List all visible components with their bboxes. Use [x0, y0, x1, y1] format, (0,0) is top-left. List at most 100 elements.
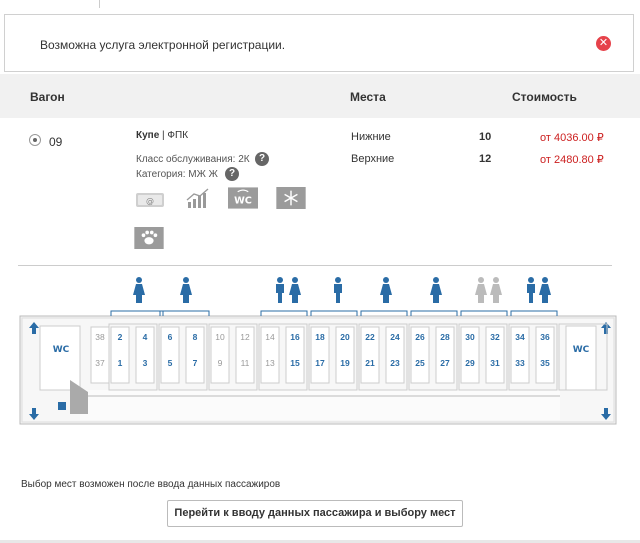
seat-box: [385, 326, 405, 384]
exit-arrows: [29, 322, 611, 420]
e-ticket-icon: @: [136, 193, 164, 207]
wagon-type: Купе | ФПК: [136, 130, 188, 141]
seat-36[interactable]: 36: [540, 332, 550, 342]
header-seats: Места: [350, 90, 386, 104]
seat-box: [160, 326, 180, 384]
seat-box: [410, 326, 430, 384]
seat-13: 13: [265, 358, 275, 368]
snowflake-icon: [276, 187, 306, 209]
divider: [18, 265, 612, 266]
notice-text: Возможна услуга электронной регистрации.: [40, 38, 286, 52]
seat-28[interactable]: 28: [440, 332, 450, 342]
wc-left-label: WC: [53, 345, 70, 355]
female-icon: [490, 277, 502, 303]
compartment-frame: [308, 323, 358, 391]
seat-16[interactable]: 16: [290, 332, 300, 342]
header-wagon: Вагон: [30, 90, 65, 104]
female-icon: [430, 277, 442, 303]
seat-12: 12: [240, 332, 250, 342]
top-strip: [0, 0, 100, 8]
seat-10: 10: [215, 332, 225, 342]
places-lower-price: от 4036.00 ₽: [540, 132, 604, 144]
compartment-bracket: [510, 310, 558, 316]
seat-30[interactable]: 30: [465, 332, 475, 342]
seat-box: [360, 326, 380, 384]
compartment-frame: [158, 323, 208, 391]
compartment-frame: [408, 323, 458, 391]
seat-2[interactable]: 2: [118, 332, 123, 342]
seat-17[interactable]: 17: [315, 358, 325, 368]
seat-33[interactable]: 33: [515, 358, 525, 368]
seat-8[interactable]: 8: [193, 332, 198, 342]
places-lower-label: Нижние: [351, 131, 391, 143]
seat-1[interactable]: 1: [118, 358, 123, 368]
seat-box: [285, 326, 305, 384]
seat-37: 37: [95, 358, 105, 368]
compartment-frame: [358, 323, 408, 391]
seat-14: 14: [265, 332, 275, 342]
wagon-category: Категория: МЖ Ж: [136, 169, 218, 180]
category-help-icon[interactable]: ?: [225, 167, 239, 181]
compartment-bracket: [110, 310, 164, 316]
seat-32[interactable]: 32: [490, 332, 500, 342]
notice-box: Возможна услуга электронной регистрации.…: [4, 14, 634, 72]
seat-34[interactable]: 34: [515, 332, 525, 342]
male-icon: [276, 277, 284, 303]
female-icon: [289, 277, 301, 303]
bottom-strip: [0, 540, 640, 543]
wagon-radio[interactable]: [29, 134, 41, 146]
places-lower-count: 10: [479, 131, 492, 143]
seat-3[interactable]: 3: [143, 358, 148, 368]
male-icon: [527, 277, 535, 303]
seat-23[interactable]: 23: [390, 358, 400, 368]
seat-4[interactable]: 4: [143, 332, 148, 342]
wagon-scheme: WC WC 3837214365871091211141316151817201…: [19, 277, 617, 425]
seat-box: [235, 326, 255, 384]
wagon-type-carrier: | ФПК: [159, 130, 189, 141]
pet-icon: [134, 227, 164, 249]
close-icon[interactable]: ✕: [596, 36, 611, 51]
seat-20[interactable]: 20: [340, 332, 350, 342]
seat-31[interactable]: 31: [490, 358, 500, 368]
compartment-frame: [258, 323, 308, 391]
seat-19[interactable]: 19: [340, 358, 350, 368]
seat-24[interactable]: 24: [390, 332, 400, 342]
seat-29[interactable]: 29: [465, 358, 475, 368]
go-to-passenger-data-button[interactable]: Перейти к вводу данных пассажира и выбор…: [167, 500, 463, 527]
compartment-bracket: [460, 310, 508, 316]
compartment-frame: [558, 323, 608, 391]
female-icon: [133, 277, 145, 303]
seat-18[interactable]: 18: [315, 332, 325, 342]
seat-box: [185, 326, 205, 384]
seat-35[interactable]: 35: [540, 358, 550, 368]
female-icon: [380, 277, 392, 303]
seat-5[interactable]: 5: [168, 358, 173, 368]
seat-7[interactable]: 7: [193, 358, 198, 368]
seat-25[interactable]: 25: [415, 358, 425, 368]
wagon-type-main: Купе: [136, 130, 160, 141]
seat-box: [510, 326, 530, 384]
seat-box: [435, 326, 455, 384]
footer-note: Выбор мест возможен после ввода данных п…: [21, 479, 281, 490]
female-icon: [539, 277, 551, 303]
wagon-number: 09: [49, 135, 63, 149]
compartment-bracket: [159, 310, 210, 316]
female-icon: [475, 277, 487, 303]
seat-26[interactable]: 26: [415, 332, 425, 342]
seat-box: [135, 326, 155, 384]
seat-21[interactable]: 21: [365, 358, 375, 368]
seat-box: [210, 326, 230, 384]
compartment-bracket: [410, 310, 458, 316]
svg-text:@: @: [146, 197, 154, 206]
seat-box: [485, 326, 505, 384]
seat-22[interactable]: 22: [365, 332, 375, 342]
seat-box: [310, 326, 330, 384]
wc-icon: WC: [228, 187, 258, 209]
seat-box: [460, 326, 480, 384]
seat-27[interactable]: 27: [440, 358, 450, 368]
seat-15[interactable]: 15: [290, 358, 300, 368]
seat-6[interactable]: 6: [168, 332, 173, 342]
male-icon: [334, 277, 342, 303]
service-help-icon[interactable]: ?: [255, 152, 269, 166]
